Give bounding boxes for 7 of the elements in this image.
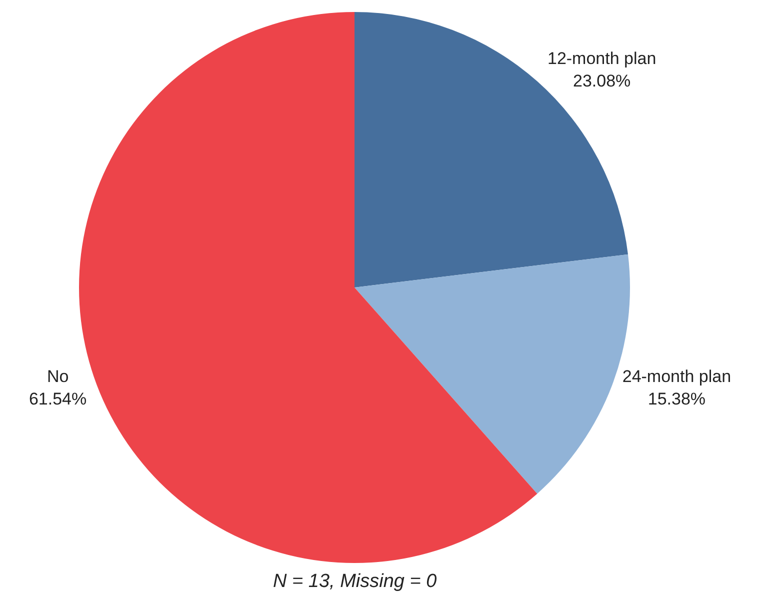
data-label: 23.08%	[572, 71, 631, 90]
slice-label: 24-month plan	[622, 367, 732, 386]
data-label: 61.54%	[28, 389, 87, 408]
text: N = 13, Missing = 0	[273, 571, 438, 592]
data-label: 15.38%	[648, 389, 706, 408]
slice-label: 12-month plan	[547, 49, 656, 68]
slice-label: No	[46, 367, 69, 386]
